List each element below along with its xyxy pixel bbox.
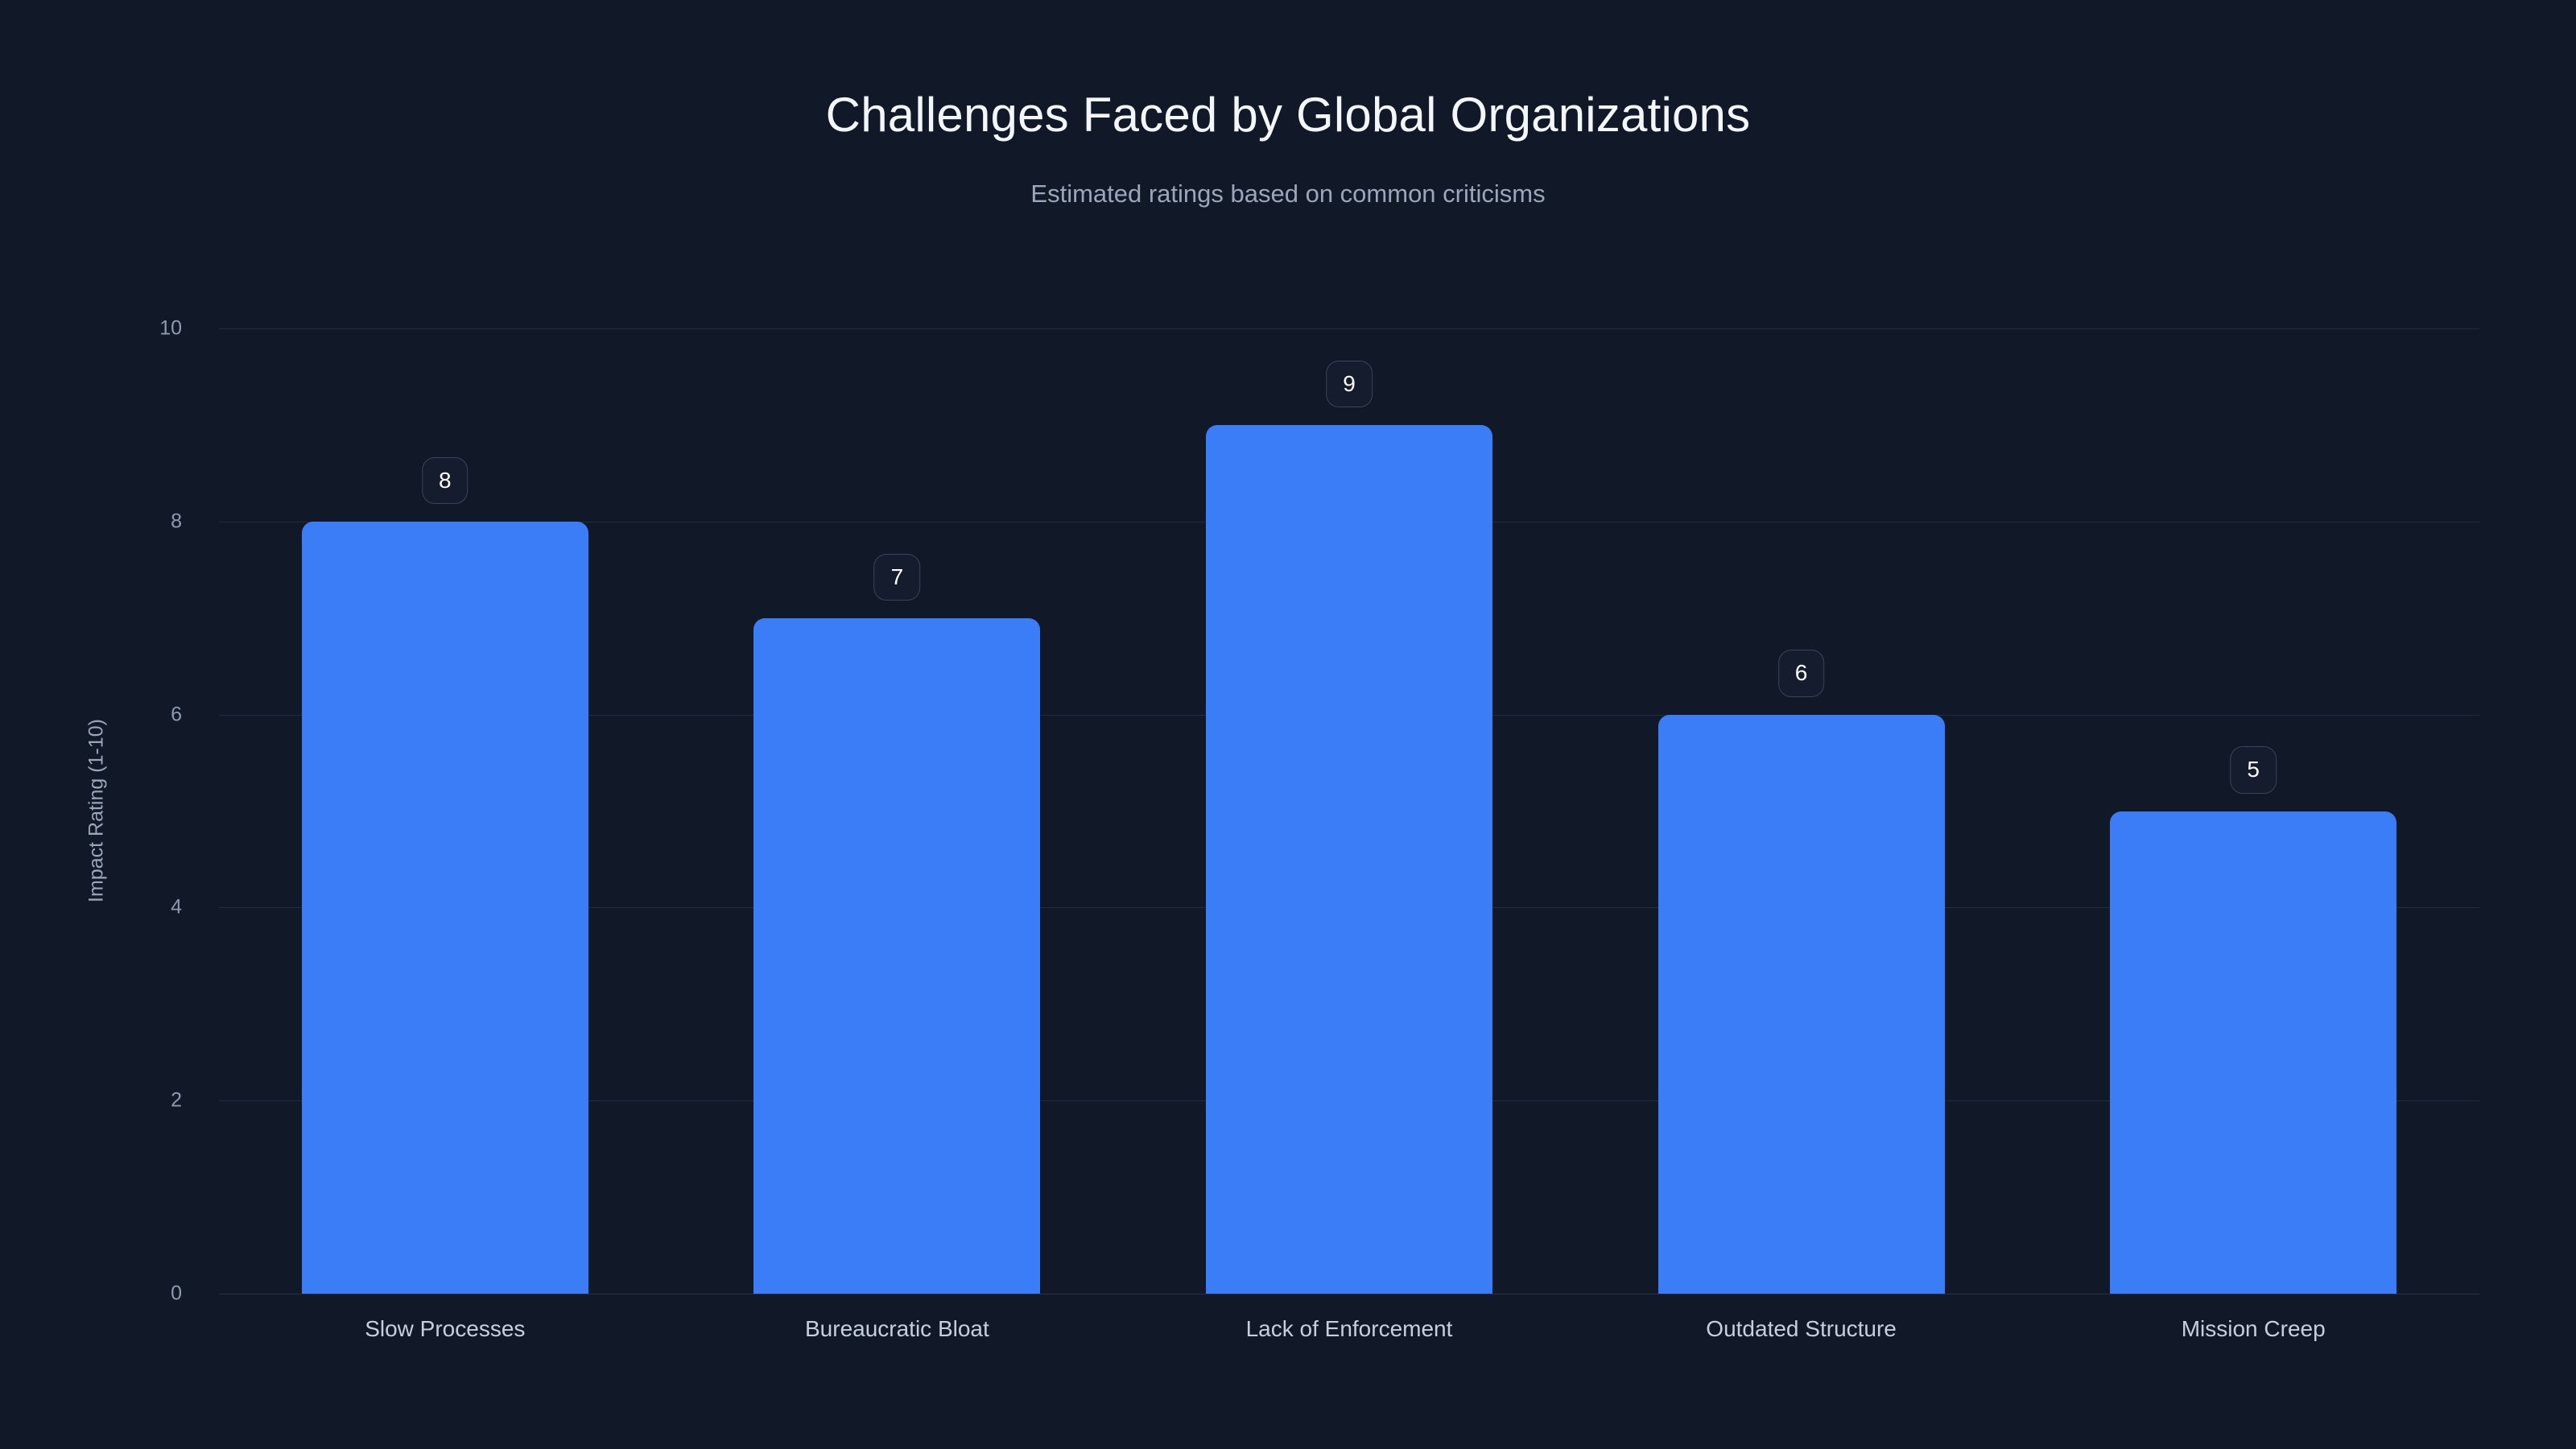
x-axis-category-label: Slow Processes bbox=[365, 1316, 526, 1341]
x-axis-category-label: Bureaucratic Bloat bbox=[804, 1316, 989, 1341]
page-title: Challenges Faced by Global Organizations bbox=[825, 88, 1751, 142]
chart-header: Challenges Faced by Global Organizations… bbox=[0, 0, 2576, 208]
bar-group[interactable]: 5 bbox=[2110, 328, 2397, 1294]
y-axis-tick-label: 10 bbox=[159, 316, 182, 340]
gridline bbox=[219, 328, 2479, 329]
bar-group[interactable]: 9 bbox=[1206, 328, 1492, 1294]
bar-group[interactable]: 8 bbox=[301, 328, 588, 1294]
bar-value-badge: 7 bbox=[873, 553, 921, 601]
bars-layer: 8 7 9 6 5 bbox=[219, 328, 2479, 1294]
y-axis-tick-label: 6 bbox=[171, 703, 182, 726]
y-axis-tick-label: 2 bbox=[171, 1088, 182, 1112]
y-axis-tick-label: 4 bbox=[171, 895, 182, 919]
bar[interactable] bbox=[1206, 424, 1492, 1294]
x-axis-category-label: Lack of Enforcement bbox=[1245, 1316, 1453, 1341]
bar[interactable] bbox=[753, 617, 1041, 1294]
bar-value-badge: 5 bbox=[2230, 746, 2277, 794]
bar[interactable] bbox=[1657, 714, 1945, 1294]
y-axis-tick-label: 0 bbox=[171, 1282, 182, 1305]
y-axis-tick-labels: 10 8 6 4 2 0 bbox=[0, 317, 201, 1305]
x-axis-category-label: Mission Creep bbox=[2181, 1316, 2326, 1341]
bar-value-badge: 9 bbox=[1326, 360, 1373, 407]
bar[interactable] bbox=[2110, 811, 2397, 1294]
chart-subtitle: Estimated ratings based on common critic… bbox=[1030, 180, 1546, 208]
x-axis-category-labels: Slow Processes Bureaucratic Bloat Lack of … bbox=[219, 1316, 2479, 1364]
y-axis-tick-label: 8 bbox=[171, 510, 182, 533]
y-axis-title: Impact Rating (1-10) bbox=[85, 719, 108, 902]
bar-value-badge: 8 bbox=[422, 456, 469, 504]
bar[interactable] bbox=[301, 521, 588, 1294]
x-axis-category-label: Outdated Structure bbox=[1706, 1316, 1897, 1341]
bar-value-badge: 6 bbox=[1777, 650, 1825, 697]
bar-group[interactable]: 7 bbox=[753, 328, 1041, 1294]
bar-group[interactable]: 6 bbox=[1657, 328, 1945, 1294]
